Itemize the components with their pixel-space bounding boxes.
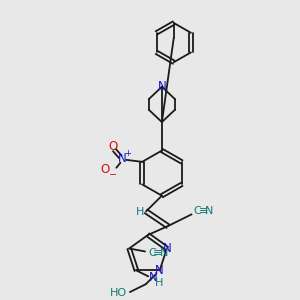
Text: N: N (149, 271, 158, 284)
Text: N: N (163, 242, 171, 255)
Text: N: N (118, 152, 127, 165)
Text: −: − (110, 169, 118, 180)
Text: C: C (194, 206, 201, 216)
Text: N: N (205, 206, 214, 216)
Text: +: + (124, 149, 131, 158)
Text: N: N (158, 80, 166, 93)
Text: ≡: ≡ (153, 248, 163, 258)
Text: ≡: ≡ (199, 206, 208, 216)
Text: H: H (136, 207, 144, 218)
Text: O: O (109, 140, 118, 153)
Text: C: C (148, 248, 156, 258)
Text: O: O (101, 163, 110, 176)
Text: HO: HO (110, 288, 127, 298)
Text: N: N (155, 264, 164, 277)
Text: H: H (155, 278, 163, 288)
Text: N: N (160, 248, 168, 258)
